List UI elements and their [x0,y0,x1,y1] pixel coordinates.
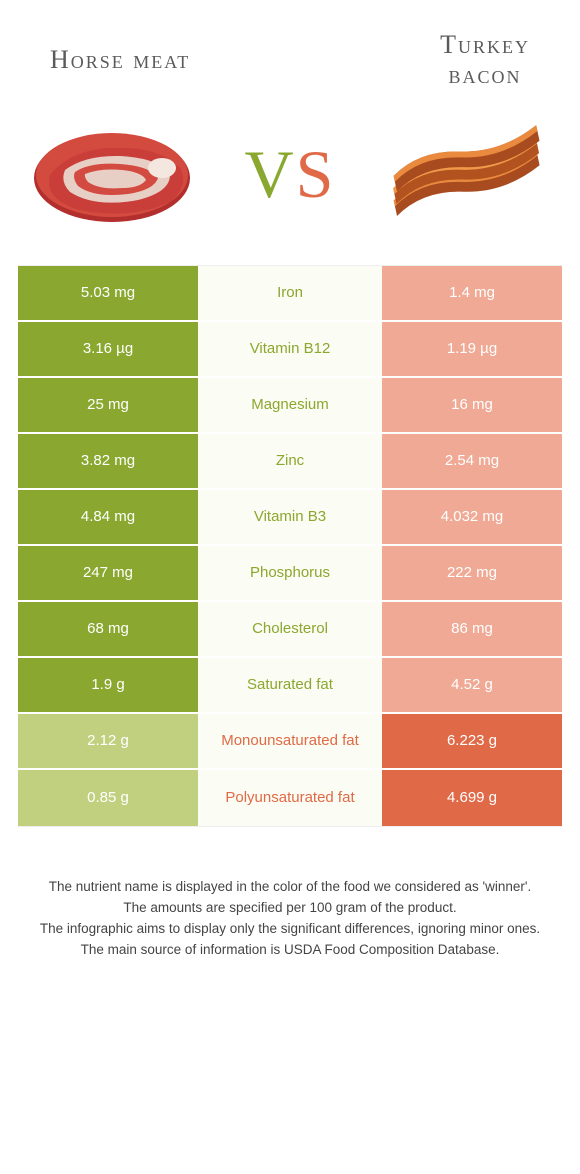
table-row: 3.82 mgZinc2.54 mg [18,434,562,490]
left-value: 25 mg [18,378,198,432]
right-value: 1.19 µg [382,322,562,376]
right-value: 86 mg [382,602,562,656]
left-value: 5.03 mg [18,266,198,320]
footer-line-2: The amounts are specified per 100 gram o… [30,898,550,919]
turkey-bacon-image [380,115,550,235]
right-value: 222 mg [382,546,562,600]
right-title-line1: Turkey [440,30,530,59]
right-food-title: Turkey bacon [440,30,530,90]
nutrient-name: Zinc [198,434,382,488]
left-value: 0.85 g [18,770,198,826]
table-row: 25 mgMagnesium16 mg [18,378,562,434]
nutrient-name: Magnesium [198,378,382,432]
right-value: 4.699 g [382,770,562,826]
right-value: 1.4 mg [382,266,562,320]
right-value: 4.52 g [382,658,562,712]
table-row: 68 mgCholesterol86 mg [18,602,562,658]
header: Horse meat Turkey bacon [0,0,580,105]
nutrient-name: Vitamin B3 [198,490,382,544]
right-value: 4.032 mg [382,490,562,544]
vs-s: S [296,136,336,212]
left-value: 3.16 µg [18,322,198,376]
right-title-line2: bacon [449,60,522,89]
table-row: 4.84 mgVitamin B34.032 mg [18,490,562,546]
vs-badge: VS [245,135,336,214]
nutrient-name: Saturated fat [198,658,382,712]
table-row: 0.85 gPolyunsaturated fat4.699 g [18,770,562,826]
footer-notes: The nutrient name is displayed in the co… [0,827,580,981]
footer-line-1: The nutrient name is displayed in the co… [30,877,550,898]
hero-row: VS [0,105,580,265]
left-value: 1.9 g [18,658,198,712]
left-value: 2.12 g [18,714,198,768]
footer-line-3: The infographic aims to display only the… [30,919,550,940]
left-value: 68 mg [18,602,198,656]
left-value: 4.84 mg [18,490,198,544]
table-row: 1.9 gSaturated fat4.52 g [18,658,562,714]
nutrient-name: Cholesterol [198,602,382,656]
nutrient-name: Monounsaturated fat [198,714,382,768]
nutrient-name: Phosphorus [198,546,382,600]
footer-line-4: The main source of information is USDA F… [30,940,550,961]
right-value: 2.54 mg [382,434,562,488]
table-row: 5.03 mgIron1.4 mg [18,266,562,322]
nutrient-name: Iron [198,266,382,320]
nutrient-table: 5.03 mgIron1.4 mg3.16 µgVitamin B121.19 … [18,265,562,827]
table-row: 3.16 µgVitamin B121.19 µg [18,322,562,378]
bacon-icon [380,125,550,225]
right-value: 16 mg [382,378,562,432]
horse-meat-image [30,115,200,235]
left-value: 247 mg [18,546,198,600]
nutrient-name: Vitamin B12 [198,322,382,376]
left-value: 3.82 mg [18,434,198,488]
vs-v: V [245,136,296,212]
table-row: 2.12 gMonounsaturated fat6.223 g [18,714,562,770]
right-value: 6.223 g [382,714,562,768]
steak-icon [30,120,200,230]
nutrient-name: Polyunsaturated fat [198,770,382,826]
table-row: 247 mgPhosphorus222 mg [18,546,562,602]
left-food-title: Horse meat [50,45,190,75]
